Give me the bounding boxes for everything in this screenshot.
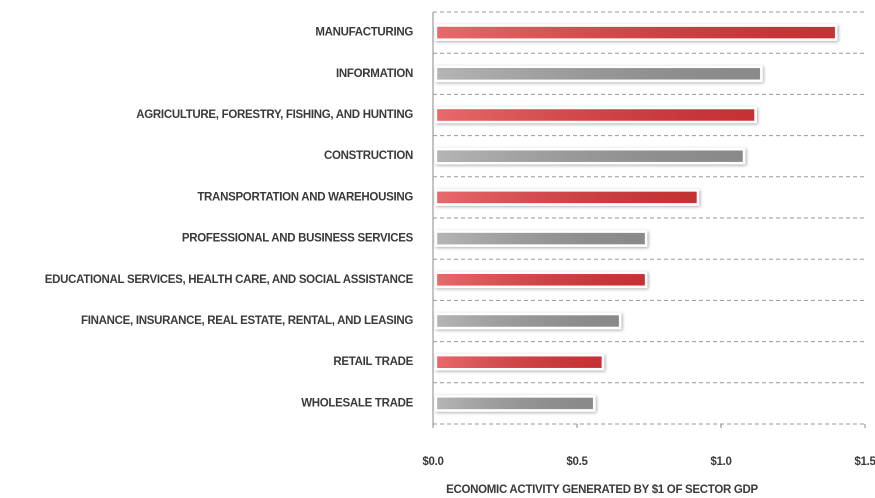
y-tick-label: FINANCE, INSURANCE, REAL ESTATE, RENTAL,… [81, 315, 413, 327]
bar-shade [437, 109, 755, 121]
bar-shade [437, 315, 619, 327]
y-tick-label: INFORMATION [336, 68, 413, 80]
y-tick-label: AGRICULTURE, FORESTRY, FISHING, AND HUNT… [136, 109, 413, 121]
bar-shade [437, 233, 645, 245]
y-tick-label: RETAIL TRADE [333, 356, 413, 368]
x-tick-label: $1.5 [854, 456, 875, 468]
y-tick-label: MANUFACTURING [315, 27, 413, 39]
bar-shade [437, 397, 593, 409]
bar-shade [437, 150, 743, 162]
bar-shade [437, 274, 645, 286]
x-tick-label: $0.5 [566, 456, 588, 468]
x-tick-label: $0.0 [422, 456, 443, 468]
bar-shade [437, 68, 760, 80]
x-tick-label: $1.0 [710, 456, 731, 468]
y-tick-label: CONSTRUCTION [324, 150, 413, 162]
y-tick-label: WHOLESALE TRADE [301, 397, 413, 409]
x-axis-label: ECONOMIC ACTIVITY GENERATED BY $1 OF SEC… [446, 484, 758, 496]
y-tick-label: PROFESSIONAL AND BUSINESS SERVICES [182, 233, 414, 245]
bar-shade [437, 191, 697, 203]
y-tick-label: TRANSPORTATION AND WAREHOUSING [197, 191, 413, 203]
bar-shade [437, 27, 835, 39]
bar-shade [437, 356, 602, 368]
y-tick-label: EDUCATIONAL SERVICES, HEALTH CARE, AND S… [45, 274, 414, 286]
